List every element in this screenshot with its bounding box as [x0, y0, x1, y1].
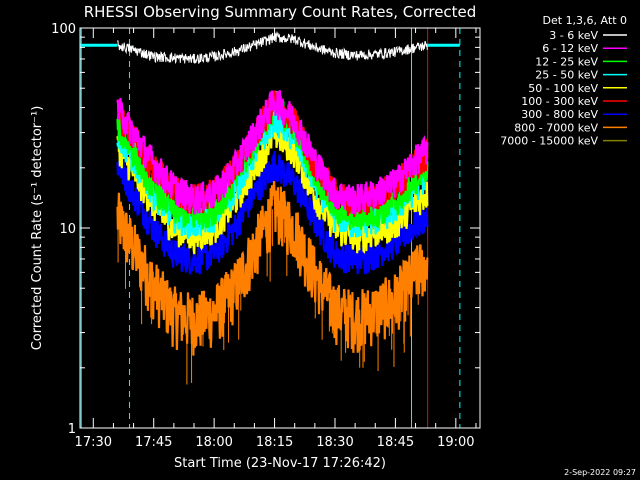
- y-tick-label: 10: [59, 222, 76, 237]
- legend-label: 3 - 6 keV: [549, 29, 598, 42]
- x-tick-label: 18:15: [256, 435, 293, 450]
- series-line: [117, 31, 428, 65]
- y-axis-label: Corrected Count Rate (s⁻¹ detector⁻¹): [30, 106, 45, 351]
- x-tick-label: 18:45: [377, 435, 414, 450]
- legend-label: 6 - 12 keV: [542, 42, 598, 55]
- series-800-7000-kev: [116, 180, 429, 385]
- y-tick-label: 100: [51, 22, 76, 37]
- legend-label: 12 - 25 keV: [535, 55, 598, 68]
- legend-label: 7000 - 15000 keV: [500, 135, 598, 148]
- chart-title: RHESSI Observing Summary Count Rates, Co…: [84, 3, 477, 21]
- series-3-6-kev: [117, 31, 428, 65]
- legend-label: 300 - 800 keV: [521, 108, 598, 121]
- series-line: [116, 151, 429, 275]
- x-tick-label: 17:30: [75, 435, 112, 450]
- series-6-12-kev: [116, 90, 429, 215]
- series-line: [116, 90, 429, 215]
- x-tick-label: 18:30: [316, 435, 353, 450]
- series-line: [116, 180, 429, 356]
- series-300-800-kev: [116, 151, 429, 275]
- legend-label: 800 - 7000 keV: [514, 121, 598, 134]
- y-tick-label: 1: [68, 422, 76, 437]
- legend-title: Det 1,3,6, Att 0: [543, 14, 627, 27]
- x-tick-label: 18:00: [195, 435, 232, 450]
- legend-label: 50 - 100 keV: [528, 82, 598, 95]
- x-tick-label: 19:00: [437, 435, 474, 450]
- legend-label: 25 - 50 keV: [535, 69, 598, 82]
- legend-label: 100 - 300 keV: [521, 95, 598, 108]
- x-axis-label: Start Time (23-Nov-17 17:26:42): [174, 456, 386, 471]
- x-tick-label: 17:45: [135, 435, 172, 450]
- footer-date: 2-Sep-2022 09:27: [564, 468, 636, 477]
